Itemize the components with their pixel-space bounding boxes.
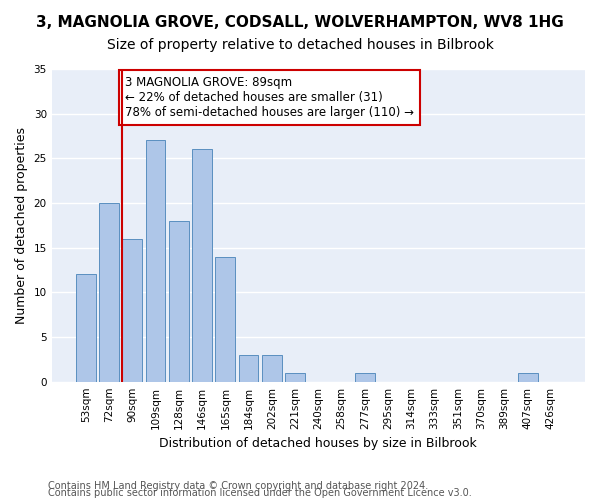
Bar [146, 140, 166, 382]
Bar [122, 238, 142, 382]
Bar [518, 372, 538, 382]
Text: Contains HM Land Registry data © Crown copyright and database right 2024.: Contains HM Land Registry data © Crown c… [48, 481, 428, 491]
Bar [285, 372, 305, 382]
Text: Size of property relative to detached houses in Bilbrook: Size of property relative to detached ho… [107, 38, 493, 52]
Bar [76, 274, 95, 382]
Y-axis label: Number of detached properties: Number of detached properties [15, 127, 28, 324]
Bar [215, 256, 235, 382]
Text: 3 MAGNOLIA GROVE: 89sqm
← 22% of detached houses are smaller (31)
78% of semi-de: 3 MAGNOLIA GROVE: 89sqm ← 22% of detache… [125, 76, 414, 119]
Bar [239, 355, 259, 382]
Bar [99, 203, 119, 382]
Text: 3, MAGNOLIA GROVE, CODSALL, WOLVERHAMPTON, WV8 1HG: 3, MAGNOLIA GROVE, CODSALL, WOLVERHAMPTO… [36, 15, 564, 30]
Bar [355, 372, 375, 382]
Bar [262, 355, 282, 382]
Text: Contains public sector information licensed under the Open Government Licence v3: Contains public sector information licen… [48, 488, 472, 498]
Bar [192, 150, 212, 382]
Bar [169, 221, 188, 382]
X-axis label: Distribution of detached houses by size in Bilbrook: Distribution of detached houses by size … [160, 437, 477, 450]
